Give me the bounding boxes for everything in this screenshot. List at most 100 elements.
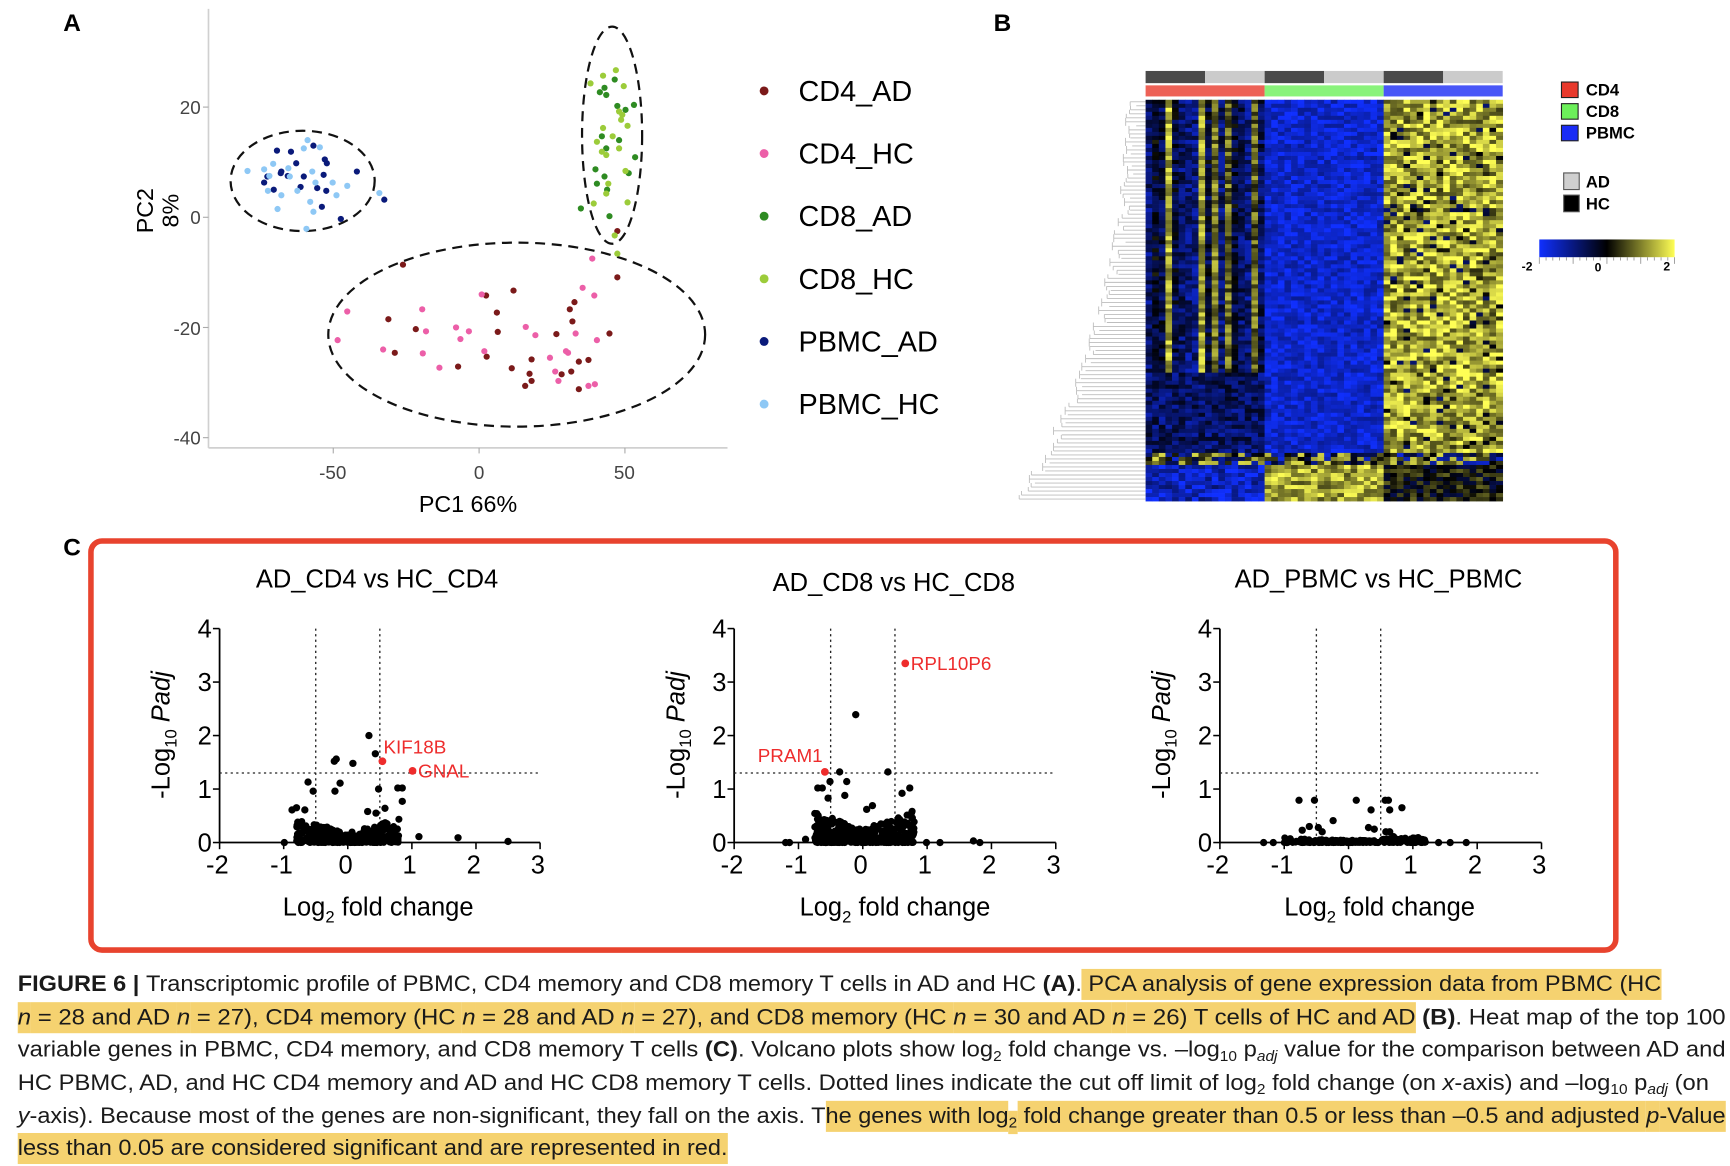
heatmap-cell xyxy=(1443,341,1450,345)
heatmap-cell xyxy=(1410,489,1417,493)
heatmap-cell xyxy=(1172,481,1179,485)
heatmap-cell xyxy=(1232,437,1239,441)
heatmap-cell xyxy=(1232,377,1239,381)
heatmap-cell xyxy=(1159,232,1166,236)
heatmap-cell xyxy=(1384,441,1391,445)
heatmap-cell xyxy=(1304,417,1311,421)
heatmap-cell xyxy=(1198,176,1205,180)
heatmap-cell xyxy=(1152,393,1159,397)
heatmap-cell xyxy=(1304,112,1311,116)
heatmap-cell xyxy=(1265,144,1272,148)
pca-point-cd8_hc xyxy=(612,232,618,238)
heatmap-cell xyxy=(1192,497,1199,501)
heatmap-cell xyxy=(1258,116,1265,120)
figure-panels: A B C -50 0 50 20 0 -20 -40 PC1 66% PC2 … xyxy=(0,0,1730,964)
heatmap-cell xyxy=(1318,236,1325,240)
heatmap-cell xyxy=(1443,429,1450,433)
heatmap-cell xyxy=(1185,393,1192,397)
heatmap-cell xyxy=(1370,240,1377,244)
pca-point-cd8_hc xyxy=(610,133,616,139)
heatmap-cell xyxy=(1443,108,1450,112)
heatmap-cell xyxy=(1172,192,1179,196)
heatmap-cell xyxy=(1423,268,1430,272)
heatmap-cell xyxy=(1311,493,1318,497)
heatmap-cell xyxy=(1172,296,1179,300)
heatmap-cell xyxy=(1357,164,1364,168)
heatmap-cell xyxy=(1251,316,1258,320)
heatmap-cell xyxy=(1198,457,1205,461)
heatmap-cell xyxy=(1245,280,1252,284)
heatmap-cell xyxy=(1192,228,1199,232)
heatmap-cell xyxy=(1298,316,1305,320)
heatmap-cell xyxy=(1417,320,1424,324)
heatmap-cell xyxy=(1165,369,1172,373)
heatmap-cell xyxy=(1192,385,1199,389)
heatmap-cell xyxy=(1165,128,1172,132)
heatmap-cell xyxy=(1165,196,1172,200)
pca-point-pbmc_ad xyxy=(319,204,325,210)
heatmap-cell xyxy=(1298,341,1305,345)
heatmap-cell xyxy=(1390,357,1397,361)
heatmap-cell xyxy=(1390,312,1397,316)
heatmap-cell xyxy=(1390,445,1397,449)
heatmap-cell xyxy=(1331,184,1338,188)
heatmap-cell xyxy=(1159,184,1166,188)
heatmap-cell xyxy=(1291,116,1298,120)
heatmap-cell xyxy=(1337,373,1344,377)
heatmap-cell xyxy=(1212,308,1219,312)
heatmap-cell xyxy=(1298,393,1305,397)
heatmap-cell xyxy=(1258,365,1265,369)
heatmap-cell xyxy=(1324,469,1331,473)
heatmap-cell xyxy=(1284,453,1291,457)
heatmap-cell xyxy=(1225,268,1232,272)
heatmap-cell xyxy=(1278,116,1285,120)
heatmap-cell xyxy=(1212,353,1219,357)
heatmap-cell xyxy=(1245,288,1252,292)
heatmap-cell xyxy=(1232,473,1239,477)
heatmap-cell xyxy=(1258,329,1265,333)
heatmap-cell xyxy=(1245,417,1252,421)
heatmap-cell xyxy=(1291,361,1298,365)
heatmap-cell xyxy=(1351,292,1358,296)
heatmap-cell xyxy=(1298,192,1305,196)
heatmap-cell xyxy=(1291,453,1298,457)
heatmap-cell xyxy=(1304,401,1311,405)
heatmap-cell xyxy=(1437,405,1444,409)
heatmap-cell xyxy=(1238,449,1245,453)
heatmap-cell xyxy=(1225,140,1232,144)
heatmap-cell xyxy=(1410,409,1417,413)
heatmap-cell xyxy=(1179,300,1186,304)
heatmap-cell xyxy=(1318,341,1325,345)
heatmap-cell xyxy=(1245,108,1252,112)
heatmap-cell xyxy=(1344,312,1351,316)
heatmap-cell xyxy=(1370,248,1377,252)
heatmap-cell xyxy=(1423,445,1430,449)
heatmap-cell xyxy=(1397,100,1404,104)
heatmap-cell xyxy=(1218,477,1225,481)
heatmap-cell xyxy=(1225,369,1232,373)
heatmap-cell xyxy=(1331,393,1338,397)
heatmap-cell xyxy=(1364,292,1371,296)
heatmap-cell xyxy=(1390,272,1397,276)
heatmap-cell xyxy=(1324,268,1331,272)
heatmap-cell xyxy=(1423,236,1430,240)
heatmap-cell xyxy=(1331,429,1338,433)
heatmap-cell xyxy=(1185,333,1192,337)
legend-label-pbmc_ad: PBMC_AD xyxy=(798,326,937,358)
heatmap-cell xyxy=(1298,124,1305,128)
heatmap-cell xyxy=(1271,361,1278,365)
heatmap-cell xyxy=(1238,192,1245,196)
heatmap-cell xyxy=(1172,457,1179,461)
heatmap-cell xyxy=(1284,292,1291,296)
heatmap-cell xyxy=(1370,417,1377,421)
heatmap-cell xyxy=(1331,260,1338,264)
heatmap-cell xyxy=(1318,304,1325,308)
pca-point-cd4_ad xyxy=(576,359,582,365)
heatmap-cell xyxy=(1284,312,1291,316)
heatmap-cell xyxy=(1337,104,1344,108)
heatmap-cell xyxy=(1377,357,1384,361)
heatmap-cell xyxy=(1397,401,1404,405)
heatmap-cell xyxy=(1218,473,1225,477)
heatmap-cell xyxy=(1351,116,1358,120)
heatmap-cell xyxy=(1364,120,1371,124)
